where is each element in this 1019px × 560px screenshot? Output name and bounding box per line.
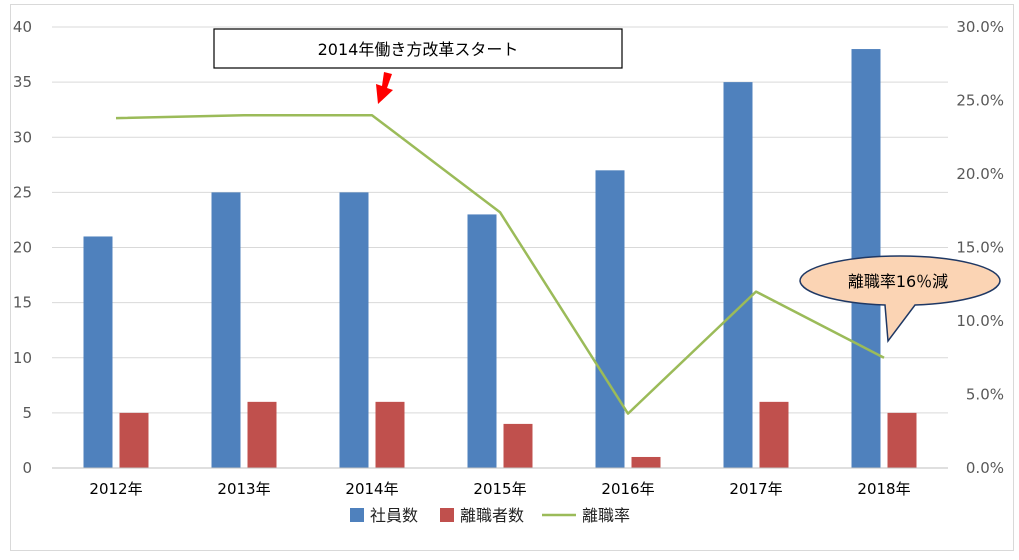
bar-社員数	[83, 236, 113, 468]
bar-社員数	[211, 192, 241, 468]
x-tick-label: 2014年	[345, 480, 398, 498]
bar-離職者数	[887, 412, 917, 468]
bar-離職者数	[503, 423, 533, 468]
event-annotation-text: 2014年働き方改革スタート	[318, 40, 519, 59]
bar-社員数	[339, 192, 369, 468]
y-left-tick-label: 5	[22, 404, 32, 422]
y-axis-left: 0 5 10 15 20 25 30 35 40	[13, 18, 32, 477]
line-series	[115, 113, 885, 415]
x-axis: 2012年 2013年 2014年 2015年 2016年 2017年 2018年	[52, 467, 948, 498]
bar-社員数	[723, 82, 753, 468]
bar-離職者数	[759, 401, 789, 468]
legend-swatch	[440, 508, 454, 522]
y-left-tick-label: 40	[13, 18, 32, 36]
bar-離職者数	[631, 456, 661, 468]
y-left-tick-label: 10	[13, 349, 32, 367]
legend: 社員数 離職者数 離職率	[350, 506, 630, 525]
bar-離職者数	[247, 401, 277, 468]
x-tick-label: 2018年	[857, 480, 910, 498]
legend-label: 離職率	[582, 506, 630, 525]
callout-annotation: 離職率16％減	[799, 255, 1001, 344]
callout-text: 離職率16％減	[848, 272, 948, 291]
callout-bubble	[799, 255, 1001, 344]
y-right-tick-label: 5.0%	[966, 386, 1004, 404]
y-right-tick-label: 10.0%	[956, 312, 1004, 330]
bar-社員数	[467, 214, 497, 468]
arrow-icon	[376, 72, 393, 104]
y-left-tick-label: 0	[22, 459, 32, 477]
x-tick-label: 2017年	[729, 480, 782, 498]
y-left-tick-label: 20	[13, 239, 32, 257]
event-annotation: 2014年働き方改革スタート	[213, 28, 623, 69]
x-tick-label: 2016年	[601, 480, 654, 498]
bar-series	[83, 49, 917, 469]
y-left-tick-label: 15	[13, 294, 32, 312]
y-left-tick-label: 25	[13, 183, 32, 201]
bar-社員数	[595, 170, 625, 468]
x-tick-label: 2015年	[473, 480, 526, 498]
x-tick-label: 2013年	[217, 480, 270, 498]
event-annotation-box	[213, 28, 623, 69]
y-right-tick-label: 20.0%	[956, 165, 1004, 183]
gridlines	[52, 26, 948, 469]
y-left-tick-label: 30	[13, 128, 32, 146]
y-left-tick-label: 35	[13, 73, 32, 91]
x-tick-label: 2012年	[89, 480, 142, 498]
y-right-tick-label: 0.0%	[966, 459, 1004, 477]
y-right-tick-label: 25.0%	[956, 92, 1004, 110]
bar-離職者数	[375, 401, 405, 468]
y-right-tick-label: 15.0%	[956, 239, 1004, 257]
legend-swatch	[350, 508, 364, 522]
y-right-tick-label: 30.0%	[956, 18, 1004, 36]
legend-label: 離職者数	[460, 506, 524, 525]
bar-離職者数	[119, 412, 149, 468]
y-axis-right: 0.0% 5.0% 10.0% 15.0% 20.0% 25.0% 30.0%	[956, 18, 1004, 477]
legend-label: 社員数	[370, 506, 418, 525]
